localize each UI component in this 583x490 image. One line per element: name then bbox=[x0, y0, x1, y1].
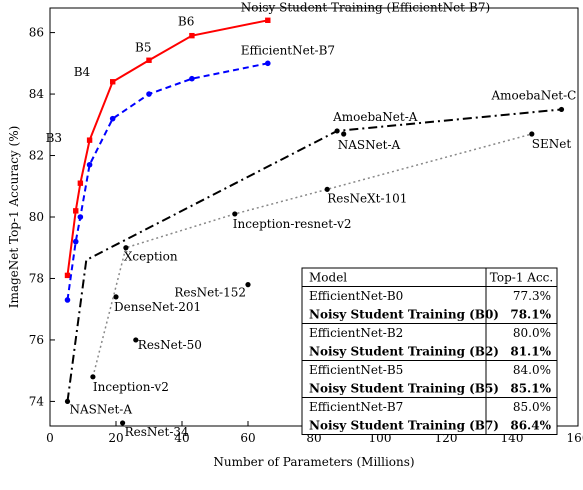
model-point bbox=[245, 282, 251, 288]
model-point bbox=[558, 106, 565, 113]
table-header-acc: Top-1 Acc. bbox=[490, 271, 553, 285]
point-label: DenseNet-201 bbox=[114, 300, 201, 314]
series-marker-0 bbox=[189, 32, 195, 39]
y-tick-label: 76 bbox=[29, 333, 44, 347]
x-tick-label: 20 bbox=[108, 431, 123, 445]
point-label: NASNet-A bbox=[338, 138, 401, 152]
model-point bbox=[324, 186, 330, 192]
point-label: B6 bbox=[178, 15, 194, 29]
model-point bbox=[120, 420, 126, 426]
comparison-table: Model Top-1 Acc. EfficientNet-B0 77.3% Noisy… bbox=[301, 267, 558, 435]
model-point bbox=[113, 294, 119, 300]
point-label: ResNet-50 bbox=[138, 338, 202, 352]
point-markers bbox=[64, 106, 565, 426]
table-cell-model: Noisy Student Training (B2) bbox=[309, 345, 499, 359]
y-tick-label: 80 bbox=[29, 210, 44, 224]
series-marker-1 bbox=[64, 297, 71, 303]
point-label: ResNet-152 bbox=[174, 286, 246, 300]
point-label: Inception-v2 bbox=[93, 380, 169, 394]
series-marker-0 bbox=[73, 208, 79, 214]
point-label: SENet bbox=[532, 137, 572, 151]
point-label: ResNet-34 bbox=[125, 425, 189, 439]
series-lines bbox=[64, 17, 562, 402]
series-marker-0 bbox=[110, 79, 116, 85]
point-label: AmoebaNet-C bbox=[491, 88, 577, 102]
y-tick-label: 78 bbox=[29, 271, 44, 285]
x-tick-label: 160 bbox=[567, 431, 583, 445]
series-line-2 bbox=[66, 108, 562, 402]
table-cell-model: Noisy Student Training (B7) bbox=[309, 419, 499, 433]
model-point bbox=[529, 131, 535, 137]
point-label: Inception-resnet-v2 bbox=[233, 217, 352, 231]
y-tick-label: 74 bbox=[29, 394, 45, 408]
y-tick-label: 82 bbox=[29, 149, 44, 163]
model-point bbox=[64, 398, 71, 405]
model-point bbox=[123, 245, 129, 251]
point-label: NASNet-A bbox=[69, 402, 132, 416]
x-tick-label: 60 bbox=[240, 431, 255, 445]
x-tick-label: 0 bbox=[46, 431, 54, 445]
series-marker-0 bbox=[265, 17, 271, 23]
model-point bbox=[334, 128, 340, 134]
table-cell-acc: 81.1% bbox=[510, 345, 551, 359]
table-cell-model: Noisy Student Training (B5) bbox=[309, 382, 499, 396]
table-cell-model: EfficientNet-B7 bbox=[309, 400, 403, 414]
table-cell-acc: 84.0% bbox=[513, 363, 551, 377]
y-tick-label: 84 bbox=[29, 87, 45, 101]
table-cell-acc: 85.1% bbox=[510, 382, 551, 396]
series-marker-0 bbox=[77, 180, 84, 186]
y-axis-title: ImageNet Top-1 Accuracy (%) bbox=[7, 126, 21, 309]
point-label: AmoebaNet-A bbox=[332, 110, 418, 124]
series-line-1 bbox=[66, 62, 268, 301]
series-marker-1 bbox=[265, 60, 271, 67]
model-point bbox=[232, 211, 238, 217]
table-cell-acc: 80.0% bbox=[513, 326, 551, 340]
series-line-0 bbox=[66, 19, 268, 276]
table-cell-acc: 86.4% bbox=[510, 419, 551, 433]
model-point bbox=[90, 374, 96, 380]
series-marker-1 bbox=[109, 115, 116, 122]
table-cell-model: Noisy Student Training (B0) bbox=[309, 308, 499, 322]
model-point bbox=[133, 337, 139, 343]
table-cell-acc: 85.0% bbox=[513, 400, 551, 414]
series-marker-0 bbox=[64, 272, 71, 279]
table-cell-model: EfficientNet-B0 bbox=[309, 289, 403, 303]
x-tick-label: 40 bbox=[174, 431, 189, 445]
point-label: EfficientNet-B7 bbox=[241, 43, 335, 57]
point-label: ResNeXt-101 bbox=[327, 191, 407, 205]
table-header-model: Model bbox=[309, 271, 347, 285]
x-axis-title: Number of Parameters (Millions) bbox=[213, 455, 414, 469]
series-marker-1 bbox=[86, 161, 93, 168]
point-label: B3 bbox=[46, 131, 62, 145]
table-frame bbox=[301, 267, 558, 435]
point-labels: NASNet-A ResNet-34 Inception-v2 ResNet-50 De… bbox=[46, 0, 577, 439]
model-point bbox=[341, 131, 347, 137]
series-marker-0 bbox=[146, 57, 152, 63]
series-marker-0 bbox=[86, 137, 93, 143]
table-cell-model: EfficientNet-B2 bbox=[309, 326, 403, 340]
table-cell-acc: 78.1% bbox=[510, 308, 551, 322]
series-marker-1 bbox=[189, 75, 195, 82]
point-label: Noisy Student Training (EfficientNet-B7) bbox=[241, 0, 490, 14]
series-marker-1 bbox=[72, 238, 79, 245]
y-tick-label: 86 bbox=[29, 26, 44, 40]
series-marker-1 bbox=[146, 91, 152, 97]
point-label: B4 bbox=[74, 65, 91, 79]
table-cell-acc: 77.3% bbox=[513, 289, 551, 303]
point-label: Xception bbox=[124, 250, 178, 264]
point-label: B5 bbox=[135, 40, 151, 54]
series-marker-1 bbox=[77, 214, 84, 220]
y-axis-ticks: 74 76 78 80 82 84 86 bbox=[29, 26, 55, 408]
table-cell-model: EfficientNet-B5 bbox=[309, 363, 403, 377]
